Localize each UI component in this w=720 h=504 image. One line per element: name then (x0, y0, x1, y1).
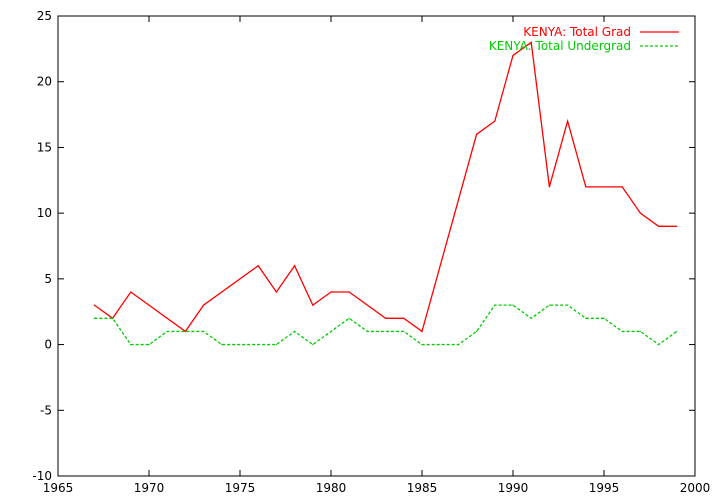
y-tick-label: -5 (40, 403, 52, 417)
data-point (348, 317, 350, 319)
data-point (476, 133, 478, 135)
data-point (567, 120, 569, 122)
data-point (530, 41, 532, 43)
data-point (257, 265, 259, 267)
data-point (275, 343, 277, 346)
data-point (130, 291, 132, 293)
x-tick-label: 1965 (43, 481, 74, 495)
data-point (294, 265, 296, 267)
data-point (676, 225, 678, 227)
x-tick-label: 1985 (407, 481, 438, 495)
x-tick-label: 1970 (134, 481, 165, 495)
data-point (512, 54, 514, 57)
data-point (403, 317, 405, 319)
data-point (512, 304, 514, 306)
data-point (585, 186, 587, 188)
data-point (348, 291, 350, 293)
data-point (585, 317, 587, 319)
data-point (658, 225, 660, 227)
x-tick-label: 1990 (498, 481, 529, 495)
y-tick-label: 0 (44, 338, 52, 352)
data-point (639, 330, 642, 333)
data-point (93, 317, 95, 319)
data-point (457, 343, 459, 346)
data-point (148, 343, 150, 346)
data-point (312, 343, 314, 346)
plot-frame (57, 15, 696, 477)
x-tick-label: 1980 (316, 481, 347, 495)
data-point (548, 304, 551, 306)
data-point (403, 330, 405, 333)
y-tick-label: 5 (44, 272, 52, 286)
y-tick-label: 25 (37, 9, 52, 23)
data-point (221, 343, 223, 346)
data-point (421, 330, 423, 333)
y-tick-label: 10 (37, 206, 52, 220)
data-point (166, 330, 168, 333)
x-tick-label: 2000 (680, 481, 711, 495)
data-point (494, 304, 496, 306)
series-layer (93, 41, 678, 346)
data-point (421, 343, 423, 346)
data-point (294, 330, 296, 333)
data-point (567, 304, 569, 306)
data-point (476, 330, 478, 333)
axes: 1965 1970 1975 1980 1985 1990 1995 2000 -10 -5 0 5 1… (32, 9, 710, 495)
legend-label: KENYA: Total Grad (523, 25, 631, 39)
data-point (639, 212, 642, 214)
data-point (676, 330, 678, 333)
data-point (494, 120, 496, 122)
x-tick-label: 1995 (589, 481, 620, 495)
data-point (621, 330, 623, 333)
data-point (385, 317, 387, 319)
legend-label: KENYA: Total Undergrad (489, 39, 631, 53)
data-point (130, 343, 132, 346)
data-point (203, 304, 205, 306)
data-point (112, 317, 114, 319)
data-point (184, 330, 186, 333)
data-point (275, 291, 277, 293)
data-point (203, 330, 205, 333)
data-point (312, 304, 314, 306)
data-point (603, 317, 605, 319)
data-point (366, 330, 368, 333)
series-kenya-total-undergrad (93, 304, 678, 346)
data-point (530, 317, 532, 319)
y-tick-label: 20 (37, 75, 52, 89)
data-point (330, 291, 332, 293)
data-point (93, 304, 95, 306)
y-tick-label: -10 (32, 469, 52, 483)
y-tick-label: 15 (37, 140, 52, 154)
data-point (548, 186, 551, 188)
x-tick-label: 1975 (225, 481, 256, 495)
data-point (658, 343, 660, 346)
data-point (621, 186, 623, 188)
